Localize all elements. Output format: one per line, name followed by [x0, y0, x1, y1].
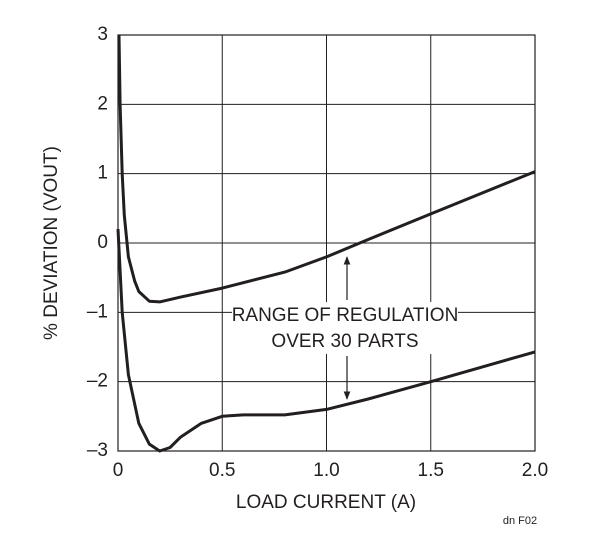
y-tick-label: 0: [97, 232, 108, 253]
curves: [116, 34, 536, 453]
grid: [117, 34, 536, 452]
annotation: OVER 30 PARTS: [271, 331, 418, 352]
y-tick-label: 1: [97, 163, 108, 184]
footnote: dn F02: [503, 515, 537, 527]
x-axis-label: LOAD CURRENT (A): [236, 492, 416, 513]
y-tick-label: 2: [97, 93, 108, 114]
y-tick-label: –2: [87, 371, 108, 392]
y-axis-label: % DEVIATION (VOUT): [41, 146, 62, 340]
annotation-bg: [232, 302, 458, 354]
x-tick-label: 0.5: [209, 460, 235, 481]
y-tick-label: –3: [87, 440, 108, 461]
y-tick-label: –1: [87, 301, 108, 322]
x-tick-label: 0: [113, 460, 124, 481]
curve: [116, 229, 536, 453]
x-tick-label: 2.0: [522, 460, 548, 481]
y-tick-label: 3: [97, 24, 108, 45]
curve: [117, 34, 536, 304]
x-tick-label: 1.0: [313, 460, 339, 481]
annotation: RANGE OF REGULATION: [232, 305, 459, 326]
x-tick-label: 1.5: [418, 460, 444, 481]
